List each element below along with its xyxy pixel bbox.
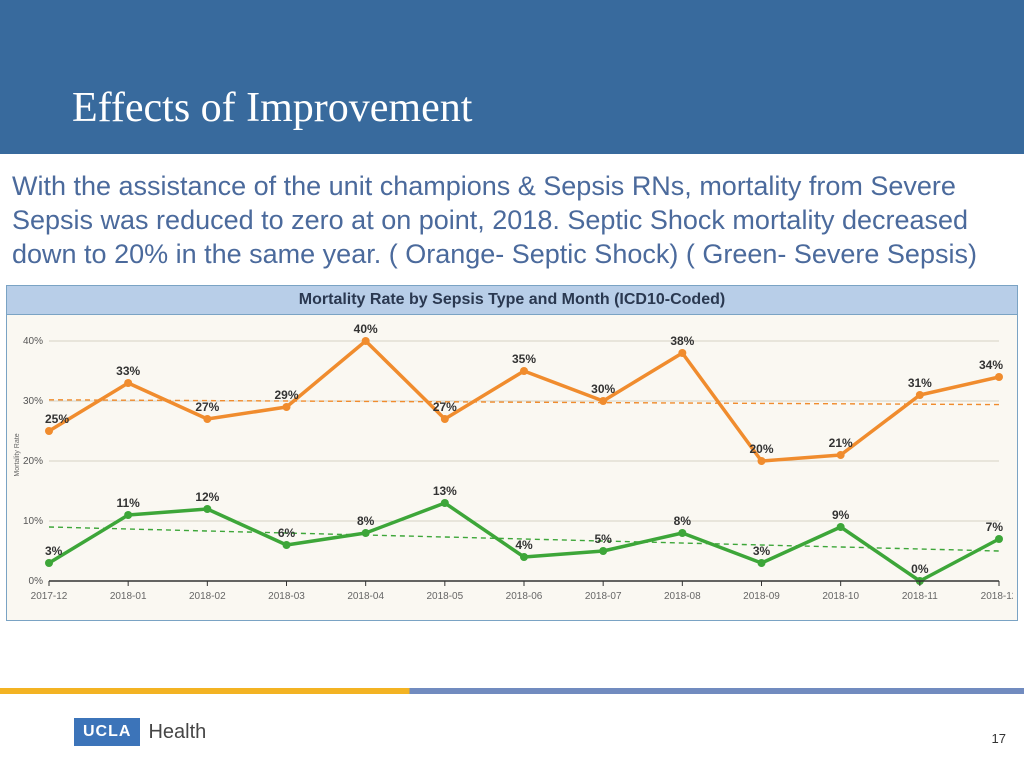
- x-tick-label: 2018-07: [585, 591, 622, 602]
- x-tick-label: 2018-03: [268, 591, 305, 602]
- data-label: 8%: [357, 514, 375, 528]
- x-tick-label: 2018-10: [822, 591, 859, 602]
- slide-body-text: With the assistance of the unit champion…: [0, 154, 1024, 279]
- data-label: 0%: [911, 562, 929, 576]
- ucla-health-logo: UCLA Health: [74, 718, 206, 746]
- y-axis-label: Mortality Rate: [14, 434, 21, 477]
- data-label: 20%: [749, 442, 773, 456]
- chart-svg: 0% 10% 20% 30% 40% 25% 33% 27% 29% 40% 27% 35% 30% 38…: [7, 315, 1013, 615]
- footer-rule: [0, 688, 1024, 694]
- data-label: 5%: [594, 532, 612, 546]
- data-label: 6%: [278, 526, 296, 540]
- data-label: 35%: [512, 352, 536, 366]
- health-label: Health: [148, 721, 206, 744]
- data-label: 21%: [829, 436, 853, 450]
- x-tick-label: 2018-08: [664, 591, 701, 602]
- page-number: 17: [992, 731, 1006, 746]
- data-label: 7%: [986, 520, 1004, 534]
- x-tick-label: 2018-02: [189, 591, 226, 602]
- data-label: 29%: [274, 388, 298, 402]
- data-label: 27%: [433, 400, 457, 414]
- slide-title: Effects of Improvement: [72, 84, 472, 132]
- x-tick-label: 2018-06: [506, 591, 543, 602]
- data-label: 9%: [832, 508, 850, 522]
- data-label: 11%: [116, 496, 140, 510]
- data-label: 3%: [753, 544, 771, 558]
- y-tick-label: 40%: [23, 336, 43, 347]
- data-label: 13%: [433, 484, 457, 498]
- data-label: 33%: [116, 364, 140, 378]
- data-label: 3%: [45, 544, 63, 558]
- data-label: 38%: [670, 334, 694, 348]
- chart-plot-area: 0% 10% 20% 30% 40% 25% 33% 27% 29% 40% 27% 35% 30% 38…: [7, 315, 1017, 620]
- mortality-chart: Mortality Rate by Sepsis Type and Month …: [6, 285, 1018, 621]
- data-label: 8%: [674, 514, 692, 528]
- data-label: 30%: [591, 382, 615, 396]
- x-tick-label: 2018-11: [902, 591, 938, 602]
- y-tick-label: 0%: [29, 576, 44, 587]
- x-tick-label: 2018-09: [743, 591, 780, 602]
- y-tick-label: 20%: [23, 456, 43, 467]
- x-tick-label: 2017-12: [31, 591, 68, 602]
- y-tick-label: 30%: [23, 396, 43, 407]
- ucla-box: UCLA: [74, 718, 140, 746]
- x-tick-label: 2018-05: [426, 591, 463, 602]
- data-label: 27%: [195, 400, 219, 414]
- x-tick-label: 2018-04: [347, 591, 384, 602]
- data-label: 25%: [45, 412, 69, 426]
- x-tick-label: 2018-12: [981, 591, 1013, 602]
- x-tick-label: 2018-01: [110, 591, 147, 602]
- data-label: 34%: [979, 358, 1003, 372]
- data-label: 40%: [354, 322, 378, 336]
- data-label: 31%: [908, 376, 932, 390]
- slide-footer: UCLA Health 17: [0, 688, 1024, 768]
- data-label: 12%: [195, 490, 219, 504]
- slide-header: Effects of Improvement: [0, 0, 1024, 154]
- chart-title: Mortality Rate by Sepsis Type and Month …: [7, 286, 1017, 315]
- data-label: 4%: [515, 538, 533, 552]
- y-tick-label: 10%: [23, 516, 43, 527]
